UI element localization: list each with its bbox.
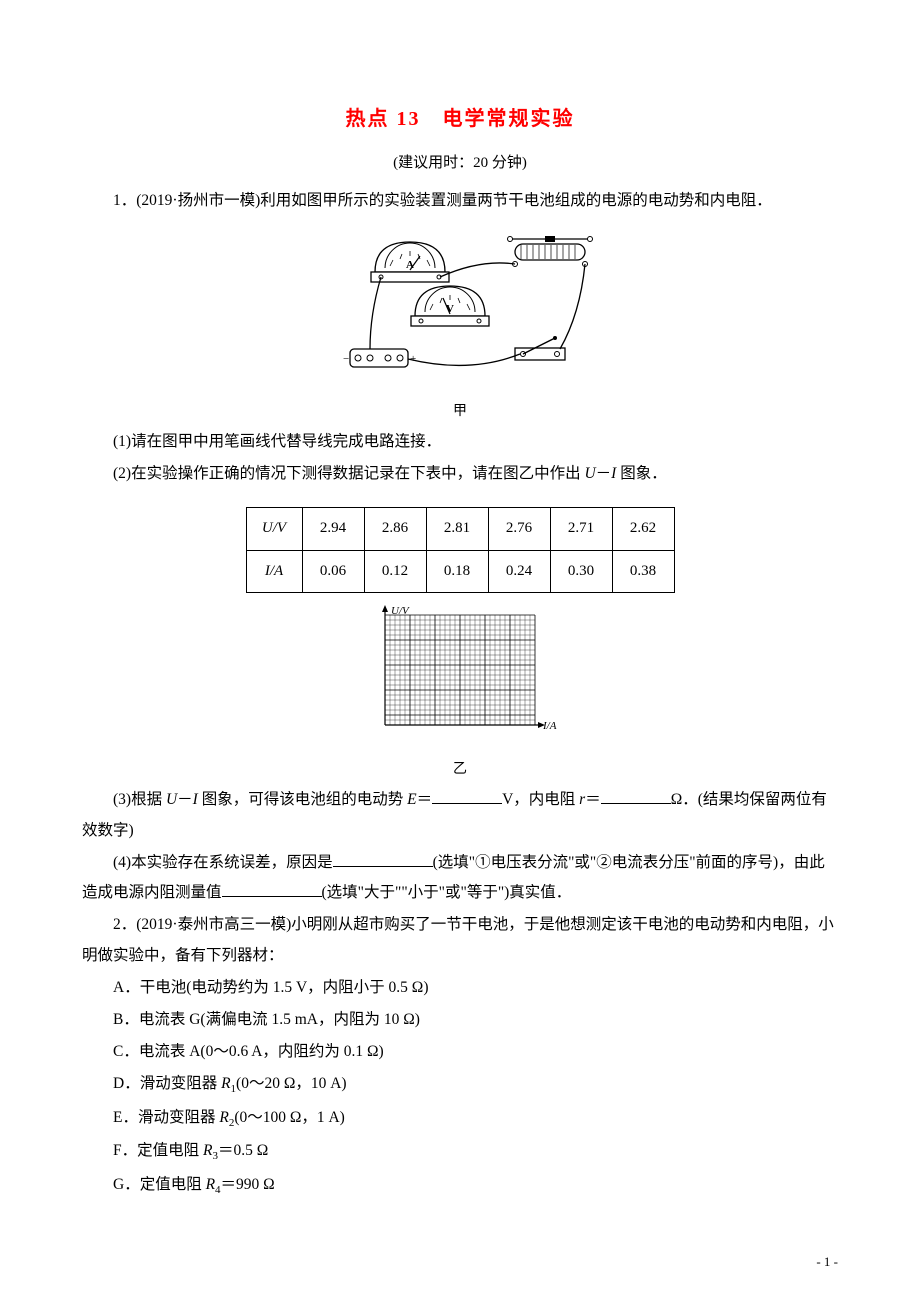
sym-r4: R [206, 1176, 215, 1193]
table-cell: 2.94 [302, 508, 364, 550]
q1-p3-a: (3)根据 [113, 791, 166, 808]
circuit-diagram: A V [320, 224, 600, 384]
q1-p4-a: (4)本实验存在系统误差，原因是 [113, 854, 333, 871]
q1-p4-c: (选填"大于""小于"或"等于")真实值． [322, 884, 572, 901]
table-cell: I/A [246, 550, 302, 592]
figure-2-caption: 乙 [82, 756, 838, 783]
time-suggestion: (建议用时：20 分钟) [82, 149, 838, 178]
svg-text:U/V: U/V [391, 605, 410, 617]
table-row: I/A 0.06 0.12 0.18 0.24 0.30 0.38 [246, 550, 674, 592]
svg-text:−: − [343, 353, 349, 365]
sym-dash2: － [177, 791, 193, 808]
q2-item-g: G．定值电阻 R4＝990 Ω [82, 1170, 838, 1202]
figure-2-grid: U/V I/A 乙 [82, 603, 838, 784]
q2-d-b: (0～20 Ω，10 A) [236, 1075, 347, 1092]
table-cell: 2.76 [488, 508, 550, 550]
table-cell: 2.62 [612, 508, 674, 550]
q2-stem: 2．(2019·泰州市高三一模)小明刚从超市购买了一节干电池，于是他想测定该干电… [82, 910, 838, 970]
sym-e: E [407, 791, 416, 808]
th-i: I/A [265, 563, 283, 579]
q1-part2-tail: 图象． [616, 465, 666, 482]
q2-g-a: G．定值电阻 [113, 1176, 206, 1193]
q2-d-a: D．滑动变阻器 [113, 1075, 221, 1092]
table-cell: 0.12 [364, 550, 426, 592]
data-table: U/V 2.94 2.86 2.81 2.76 2.71 2.62 I/A 0.… [246, 507, 675, 593]
page-number: - 1 - [816, 1249, 838, 1274]
blank-compare [222, 882, 322, 898]
blank-reason [333, 851, 433, 867]
sym-r2: R [219, 1109, 228, 1126]
q1-p3-b: 图象，可得该电池组的电动势 [198, 791, 407, 808]
blank-emf [432, 789, 502, 805]
q2-item-c: C．电流表 A(0～0.6 A，内阻约为 0.1 Ω) [82, 1037, 838, 1067]
q1-part3: (3)根据 U－I 图象，可得该电池组的电动势 E＝V，内电阻 r＝Ω．(结果均… [82, 785, 838, 845]
figure-1-caption: 甲 [82, 398, 838, 425]
blank-r [601, 789, 671, 805]
q2-item-d: D．滑动变阻器 R1(0～20 Ω，10 A) [82, 1069, 838, 1101]
q1-part2: (2)在实验操作正确的情况下测得数据记录在下表中，请在图乙中作出 U－I 图象． [82, 459, 838, 489]
q2-item-e: E．滑动变阻器 R2(0～100 Ω，1 A) [82, 1103, 838, 1135]
q2-g-b: ＝990 Ω [221, 1176, 275, 1193]
q2-e-a: E．滑动变阻器 [113, 1109, 219, 1126]
q1-p3-c: ＝ [417, 791, 433, 808]
q1-part1: (1)请在图甲中用笔画线代替导线完成电路连接． [82, 427, 838, 457]
page-title: 热点 13 电学常规实验 [82, 100, 838, 139]
table-cell: 0.30 [550, 550, 612, 592]
q2-item-f: F．定值电阻 R3＝0.5 Ω [82, 1136, 838, 1168]
table-cell: U/V [246, 508, 302, 550]
table-cell: 0.38 [612, 550, 674, 592]
th-u: U/V [262, 520, 286, 536]
grid-chart: U/V I/A [355, 603, 565, 743]
table-cell: 2.81 [426, 508, 488, 550]
table-cell: 2.71 [550, 508, 612, 550]
table-cell: 0.24 [488, 550, 550, 592]
q1-part2-text: (2)在实验操作正确的情况下测得数据记录在下表中，请在图乙中作出 [113, 465, 584, 482]
sym-dash: － [596, 465, 612, 482]
q1-part4: (4)本实验存在系统误差，原因是(选填"①电压表分流"或"②电流表分压"前面的序… [82, 848, 838, 908]
svg-text:A: A [406, 259, 414, 271]
q2-f-b: ＝0.5 Ω [218, 1142, 268, 1159]
q1-p3-e: ＝ [585, 791, 601, 808]
q2-e-b: (0～100 Ω，1 A) [234, 1109, 345, 1126]
sym-u: U [584, 465, 595, 482]
svg-text:+: + [410, 353, 416, 365]
svg-text:V: V [446, 303, 454, 315]
sym-r1: R [221, 1075, 230, 1092]
figure-1-circuit: A V [82, 224, 838, 425]
sym-u2: U [166, 791, 177, 808]
q2-f-a: F．定值电阻 [113, 1142, 203, 1159]
q1-p3-d: V，内电阻 [502, 791, 579, 808]
table-cell: 0.06 [302, 550, 364, 592]
table-cell: 2.86 [364, 508, 426, 550]
q1-stem: 1．(2019·扬州市一模)利用如图甲所示的实验装置测量两节干电池组成的电源的电… [82, 186, 838, 216]
table-row: U/V 2.94 2.86 2.81 2.76 2.71 2.62 [246, 508, 674, 550]
q2-item-b: B．电流表 G(满偏电流 1.5 mA，内阻为 10 Ω) [82, 1005, 838, 1035]
table-cell: 0.18 [426, 550, 488, 592]
svg-text:I/A: I/A [542, 720, 557, 732]
q2-item-a: A．干电池(电动势约为 1.5 V，内阻小于 0.5 Ω) [82, 973, 838, 1003]
